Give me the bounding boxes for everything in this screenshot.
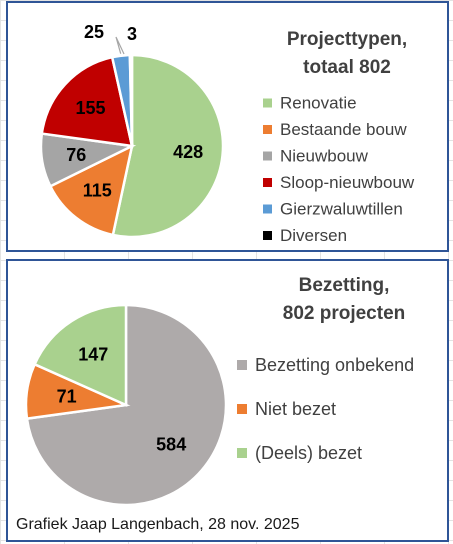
- chart-projecttypen-svg: Projecttypen, totaal 802 428 115 76 155 25 3 R…: [39, 22, 415, 245]
- legend-swatch-nieuwbouw: [263, 151, 272, 161]
- chart-title-line-1: Bezetting,: [299, 275, 390, 296]
- legend-label-diversen: Diversen: [280, 226, 347, 245]
- chart-title-line-2: totaal 802: [303, 57, 391, 78]
- leader-line-gierzwaluwtillen: [115, 36, 125, 55]
- legend-label-renovatie: Renovatie: [280, 94, 357, 113]
- data-label-niet-bezet: 71: [57, 387, 77, 407]
- legend-swatch-deels-bezet: [237, 448, 247, 458]
- legend-swatch-gierzwaluwtillen: [263, 204, 272, 214]
- data-label-sloop-nieuwbouw: 155: [75, 98, 105, 118]
- legend-label-bezetting-onbekend: Bezetting onbekend: [255, 355, 414, 375]
- chart-footer-credit: Grafiek Jaap Langenbach, 28 nov. 2025: [16, 516, 300, 533]
- legend-swatch-bezetting-onbekend: [237, 360, 247, 370]
- data-label-nieuwbouw: 76: [66, 145, 86, 165]
- chart-bezetting-svg: Bezetting, 802 projecten 584 71 147 Bezetti…: [24, 275, 414, 507]
- legend-swatch-renovatie: [263, 98, 272, 108]
- pie-slice-bestaande-bouw: [48, 143, 134, 237]
- data-label-bestaande-bouw: 115: [83, 181, 112, 201]
- legend-label-bestaande-bouw: Bestaande bouw: [280, 120, 407, 139]
- legend-swatch-diversen: [263, 231, 272, 240]
- data-label-renovatie: 428: [173, 142, 203, 162]
- pie-slice-diversen: [128, 53, 134, 147]
- legend-swatch-bestaande-bouw: [263, 125, 272, 134]
- pie-slice-deels-bezet: [33, 303, 128, 407]
- data-label-bezetting-onbekend: 584: [156, 434, 186, 454]
- chart-projecttypen: Projecttypen, totaal 802 428 115 76 155 25 3 R…: [6, 1, 449, 252]
- pie-slice-renovatie: [111, 53, 225, 239]
- legend-label-gierzwaluwtillen: Gierzwaluwtillen: [280, 200, 403, 219]
- chart-title-line-2: 802 projecten: [283, 303, 406, 324]
- legend-label-nieuwbouw: Nieuwbouw: [280, 147, 369, 166]
- pie-slice-sloop-nieuwbouw: [40, 55, 134, 148]
- data-label-gierzwaluwtillen: 25: [84, 22, 104, 42]
- legend-swatch-sloop-nieuwbouw: [263, 178, 272, 187]
- legend-label-niet-bezet: Niet bezet: [255, 399, 336, 419]
- legend-label-deels-bezet: (Deels) bezet: [255, 443, 362, 463]
- data-label-deels-bezet: 147: [78, 345, 108, 365]
- legend-swatch-niet-bezet: [237, 404, 247, 414]
- data-label-diversen: 3: [127, 24, 137, 44]
- chart-title-line-1: Projecttypen,: [287, 29, 407, 50]
- legend-label-sloop-nieuwbouw: Sloop-nieuwbouw: [280, 173, 415, 192]
- chart-bezetting: Bezetting, 802 projecten 584 71 147 Bezetti…: [6, 259, 449, 542]
